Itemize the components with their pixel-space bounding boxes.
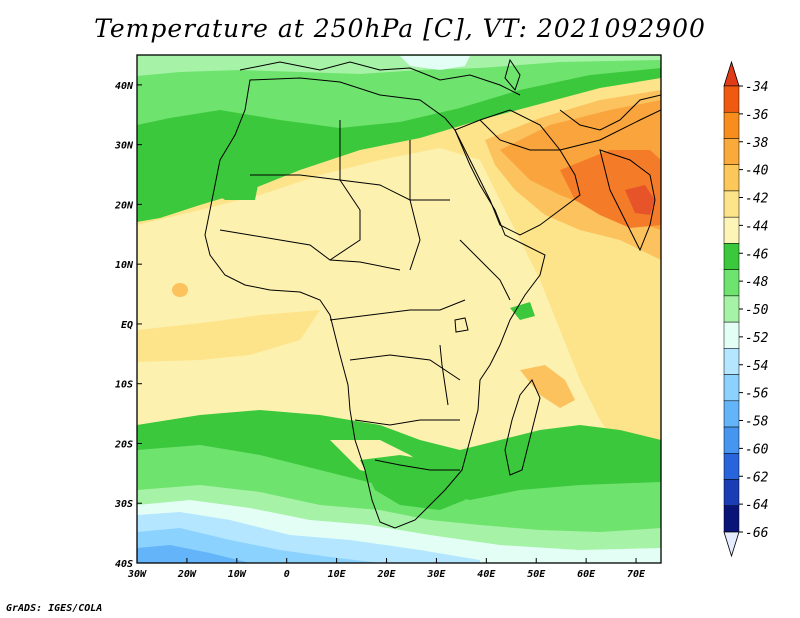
colorbar-band xyxy=(723,190,740,218)
lon-label: 20W xyxy=(177,569,197,580)
lon-label: 40E xyxy=(477,569,496,580)
colorbar-label: -58 xyxy=(745,415,769,430)
plot-frame xyxy=(136,54,662,564)
field-south-58 xyxy=(137,545,250,563)
field-madagascar-46 xyxy=(551,438,579,462)
colorbar-band xyxy=(723,453,740,480)
europe-coast xyxy=(239,61,521,96)
field-north-50 xyxy=(137,55,661,76)
border-sahara-3 xyxy=(409,140,421,271)
border-central-1 xyxy=(329,299,466,321)
lon-label: 60E xyxy=(577,569,596,580)
colorbar-band xyxy=(723,321,740,349)
border-mideast xyxy=(479,109,661,151)
colorbar: -34 -36 -38 -40 -42 -44 -46 -48 -50 -52 -54 -56 -58 -… xyxy=(723,60,769,558)
colorbar-label: -40 xyxy=(745,164,769,179)
rift-lakes xyxy=(439,344,449,406)
lon-label: 30E xyxy=(426,569,446,580)
lat-label: 20S xyxy=(114,439,133,450)
border-central-2 xyxy=(349,354,461,381)
colorbar-label: -36 xyxy=(745,108,769,123)
field-patch-indian xyxy=(520,365,575,408)
colorbar-label: -46 xyxy=(745,247,769,262)
colorbar-band xyxy=(723,400,740,428)
border-sahara-1 xyxy=(250,174,450,201)
colorbar-band xyxy=(723,479,740,507)
lon-label: 70E xyxy=(627,569,646,580)
lon-label: 50E xyxy=(527,569,546,580)
colorbar-band xyxy=(723,426,740,454)
colorbar-band xyxy=(723,505,740,533)
colorbar-band xyxy=(723,111,740,139)
colorbar-label: -44 xyxy=(745,219,768,234)
border-sahara-2 xyxy=(329,120,361,261)
madagascar xyxy=(504,379,541,476)
colorbar-label: -60 xyxy=(745,442,769,457)
map-title: Temperature at 250hPa [C], VT: 202109290… xyxy=(94,14,706,43)
longitude-ticks: 30W 20W 10W 0 10E 20E 30E 40E 50E 60E 70E xyxy=(127,558,646,580)
colorbar-band xyxy=(723,85,740,113)
colorbar-label: -64 xyxy=(745,498,768,513)
africa-coastline xyxy=(204,77,546,529)
lake-victoria xyxy=(454,317,469,333)
colorbar-label: -62 xyxy=(745,470,769,485)
lat-label: 30S xyxy=(114,499,133,510)
grads-credit: GrADS: IGES/COLA xyxy=(6,603,103,614)
colorbar-band xyxy=(723,216,740,244)
border-westafrica xyxy=(219,229,401,271)
lat-label: 20N xyxy=(114,200,134,211)
india-coast xyxy=(599,149,656,252)
field-patch-atlantic xyxy=(172,283,188,297)
colorbar-label: -66 xyxy=(745,526,769,541)
colorbar-label: -52 xyxy=(745,331,769,346)
field-safrica-46 xyxy=(360,455,470,510)
lon-label: 20E xyxy=(376,569,396,580)
field-patch-south xyxy=(137,310,320,362)
colorbar-label: -54 xyxy=(745,359,768,374)
field-east-34 xyxy=(625,185,655,215)
border-east xyxy=(459,239,511,301)
colorbar-label: -50 xyxy=(745,303,769,318)
colorbar-band xyxy=(723,164,740,192)
lat-label: EQ xyxy=(121,320,133,331)
lat-label: 10S xyxy=(115,380,133,391)
lat-label: 40N xyxy=(115,81,134,92)
field-north-52 xyxy=(400,56,470,70)
coastlines-and-borders xyxy=(204,58,661,529)
colorbar-label: -56 xyxy=(745,387,769,402)
colorbar-label: -42 xyxy=(745,192,769,207)
lon-label: 10E xyxy=(328,569,347,580)
colorbar-band xyxy=(723,348,740,375)
colorbar-label: -48 xyxy=(745,275,769,290)
colorbar-band xyxy=(723,269,740,297)
colorbar-bottom-triangle xyxy=(723,531,740,558)
colorbar-top-triangle xyxy=(723,60,740,87)
lat-label: 10N xyxy=(115,260,134,271)
border-south-2 xyxy=(374,459,460,471)
colorbar-band xyxy=(723,243,740,270)
field-north-48 xyxy=(137,55,661,128)
colorbar-band xyxy=(723,295,740,323)
border-iran xyxy=(559,94,661,131)
arabia xyxy=(454,109,581,236)
lon-label: 0 xyxy=(284,569,290,580)
colorbar-band xyxy=(723,138,740,165)
caspian-coast xyxy=(504,58,521,92)
lon-label: 30W xyxy=(127,569,147,580)
lon-label: 10W xyxy=(228,569,247,580)
temperature-field xyxy=(137,55,661,563)
colorbar-label: -34 xyxy=(745,80,768,95)
colorbar-band xyxy=(723,374,740,402)
border-south-1 xyxy=(354,419,460,426)
lat-label: 30N xyxy=(114,141,134,152)
colorbar-label: -38 xyxy=(745,136,769,151)
field-eafrica-46 xyxy=(510,302,535,320)
latitude-ticks: 40N 30N 20N 10N EQ 10S 20S 30S 40S xyxy=(114,81,142,570)
lat-label: 40S xyxy=(115,559,133,570)
